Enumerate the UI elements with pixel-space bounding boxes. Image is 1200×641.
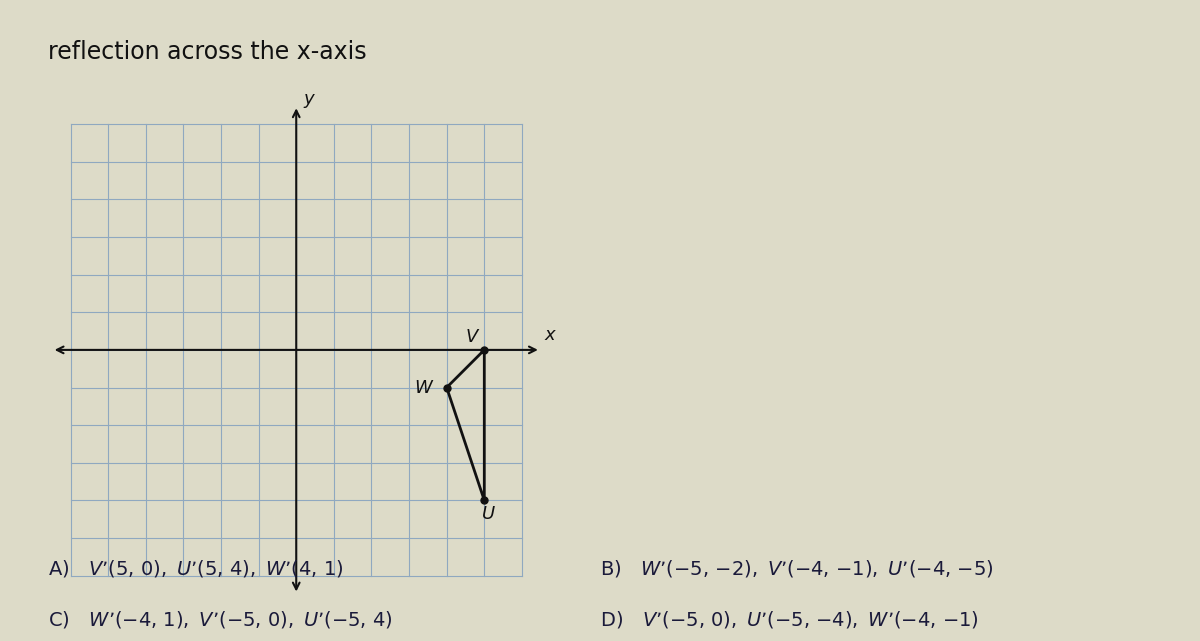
Text: D)  $V$’(−5, 0), $U$’(−5, −4), $W$’(−4, −1): D) $V$’(−5, 0), $U$’(−5, −4), $W$’(−4, −…	[600, 609, 979, 630]
Text: $x$: $x$	[545, 326, 558, 344]
Text: $y$: $y$	[304, 92, 317, 110]
Text: C)  $W$’(−4, 1), $V$’(−5, 0), $U$’(−5, 4): C) $W$’(−4, 1), $V$’(−5, 0), $U$’(−5, 4)	[48, 609, 392, 630]
Text: $W$: $W$	[414, 379, 434, 397]
Text: A)  $V$’(5, 0), $U$’(5, 4), $W$’(4, 1): A) $V$’(5, 0), $U$’(5, 4), $W$’(4, 1)	[48, 558, 343, 579]
Text: reflection across the x-axis: reflection across the x-axis	[48, 40, 367, 64]
Text: $V$: $V$	[466, 328, 481, 345]
Text: $U$: $U$	[481, 504, 497, 522]
Text: B)  $W$’(−5, −2), $V$’(−4, −1), $U$’(−4, −5): B) $W$’(−5, −2), $V$’(−4, −1), $U$’(−4, …	[600, 558, 994, 579]
